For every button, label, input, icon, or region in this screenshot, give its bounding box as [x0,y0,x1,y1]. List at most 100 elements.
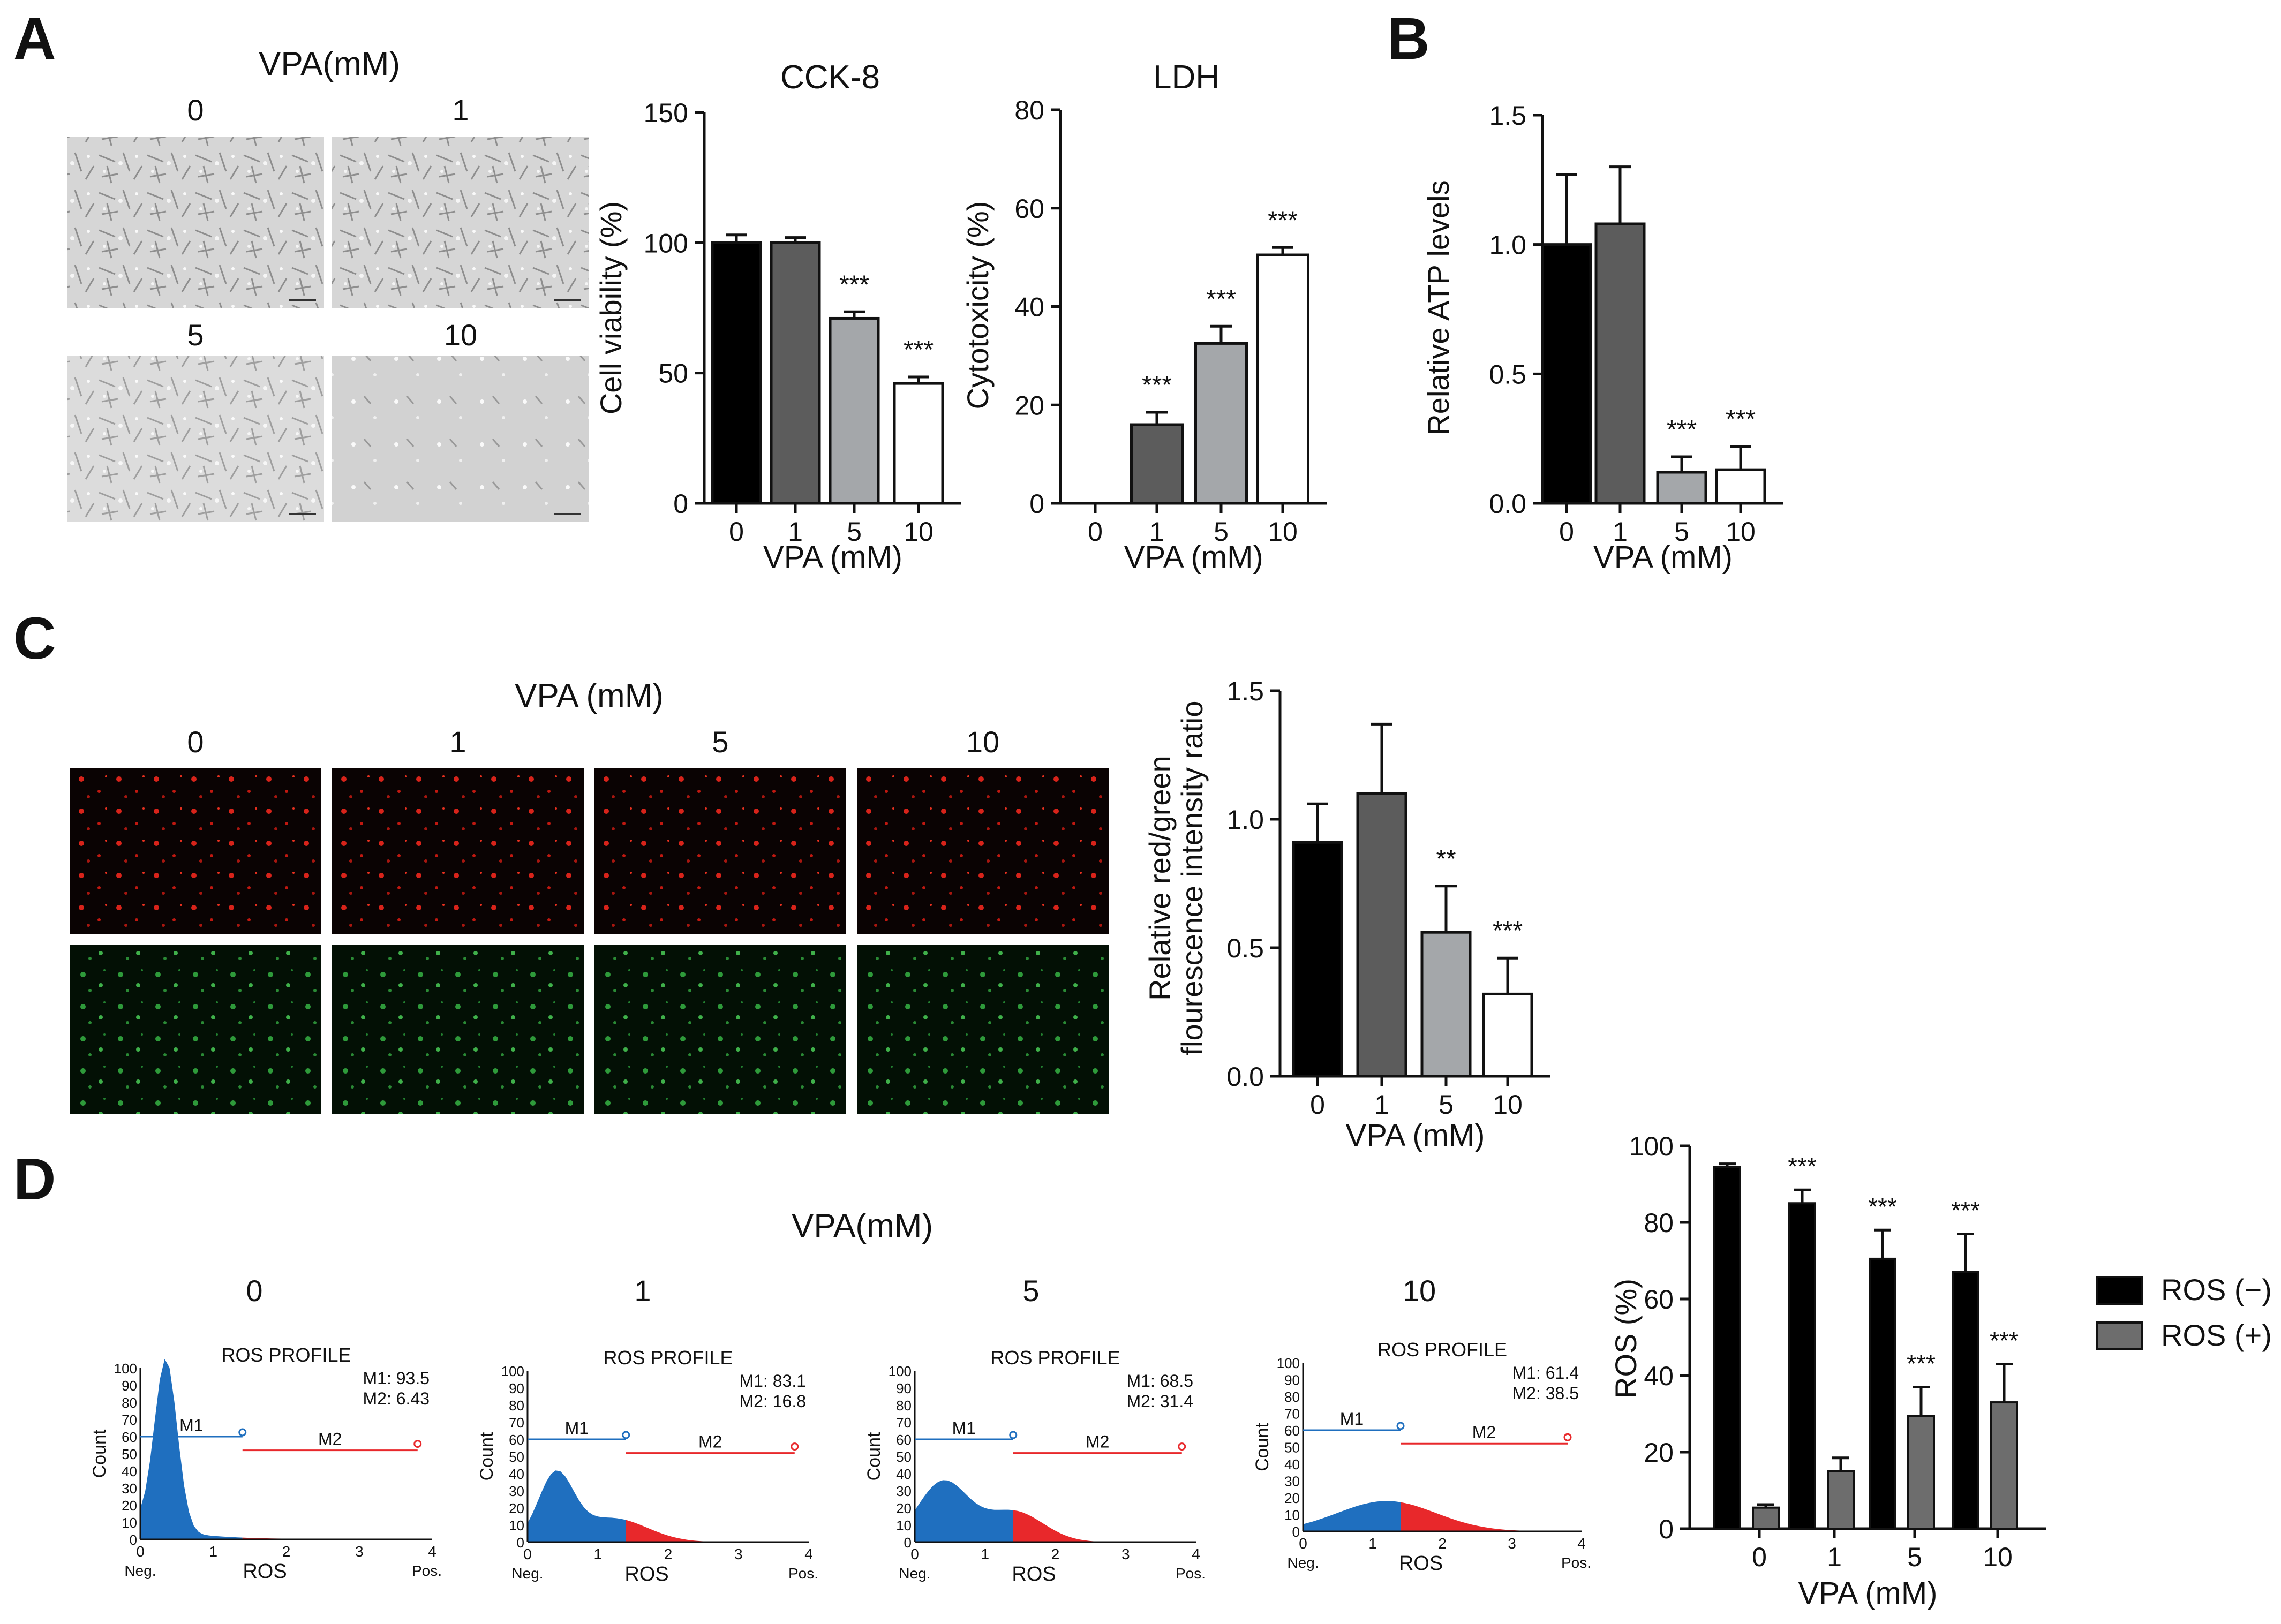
flow-y-tick-label: 80 [1284,1389,1300,1405]
flow-title: ROS PROFILE [1377,1339,1507,1361]
jc1-bar [1356,792,1407,1078]
fluor-red-5 [594,768,846,934]
flow-y-label: Count [864,1432,884,1481]
ldh-x-label: VPA (mM) [1124,540,1263,575]
flow-gate-m1-handle [1009,1431,1018,1439]
ldh-significance: *** [1142,371,1172,399]
micrograph-0-image [67,137,324,308]
ldh-bar [1256,253,1309,505]
micrograph-1-image [332,137,589,308]
ros-y-tick-label: 40 [1644,1361,1674,1391]
flow-m2-value: M2: 16.8 [739,1392,806,1411]
flow-title: ROS PROFILE [221,1344,351,1366]
flow-y-tick-label: 50 [509,1449,524,1465]
micrograph-5-image [67,356,324,522]
flow-y-tick-label: 20 [509,1500,524,1516]
ldh-y-label: Cytotoxicity (%) [961,201,995,410]
flow-y-tick-label: 0 [904,1535,912,1551]
flow-y-tick-label: 100 [501,1363,524,1379]
cck8-bar [711,241,762,505]
cck8-bar [770,241,821,505]
flow-gate-m2-handle [413,1440,422,1448]
flow-x-tick-label: 3 [1508,1535,1516,1552]
ros-significance: *** [1907,1349,1936,1377]
flow-y-tick-label: 30 [122,1481,137,1497]
atp-x-label: VPA (mM) [1593,540,1733,575]
ros-bar [1990,1401,2018,1530]
atp-x-tick-label: 5 [1674,517,1689,547]
micrograph-label-1: 1 [452,93,469,127]
flow-histogram-m1-fill [915,1480,1013,1542]
flow-x-label: ROS [624,1563,668,1585]
ldh-bar [1194,342,1248,505]
flow-y-tick-label: 70 [1284,1406,1300,1422]
atp-bar [1594,222,1646,505]
atp-bar [1656,471,1707,505]
flow-histogram-m2-fill [626,1520,809,1542]
ros-bar [1713,1166,1741,1530]
ros-y-tick-label: 20 [1644,1438,1674,1468]
cck8-y-tick-label: 100 [644,228,688,258]
jc1-x-tick-label: 1 [1374,1090,1389,1120]
ros-bar [1869,1257,1896,1530]
flow-y-tick-label: 80 [896,1398,912,1414]
ldh-x-tick-label: 1 [1149,517,1164,547]
ldh-y-tick-label: 80 [1014,95,1044,125]
flow-gate-m1-label: M1 [179,1416,203,1435]
flow-y-tick-label: 60 [122,1429,137,1445]
flow-neg-label: Neg. [1287,1554,1319,1571]
ldh-y-tick-label: 40 [1014,292,1044,322]
flow-y-tick-label: 0 [1292,1524,1300,1540]
flow-x-tick-label: 4 [1192,1546,1200,1562]
ros-legend-swatch [2096,1321,2143,1350]
flow-title: ROS PROFILE [603,1347,733,1369]
ldh-x-tick-label: 10 [1268,517,1298,547]
fluor-green-10 [857,945,1109,1114]
ros-significance: *** [1868,1192,1897,1220]
flow-y-tick-label: 50 [1284,1440,1300,1456]
flow-neg-label: Neg. [511,1565,543,1582]
flow-x-tick-label: 3 [734,1546,743,1562]
flow-pos-label: Pos. [1561,1554,1591,1571]
jc1-x-tick-label: 0 [1310,1090,1325,1120]
flow-pos-label: Pos. [788,1565,818,1582]
flow-pos-label: Pos. [412,1562,442,1579]
flow-y-tick-label: 90 [896,1380,912,1396]
ros-legend-label: ROS (+) [2161,1318,2272,1352]
micrograph-10-image [332,356,589,522]
flow-gate-m1-label: M1 [565,1418,589,1438]
flow-y-tick-label: 0 [130,1532,137,1548]
flow-gate-m1-handle [622,1431,630,1439]
flow-y-tick-label: 40 [122,1463,137,1479]
flow-neg-label: Neg. [899,1565,930,1582]
flow-x-tick-label: 4 [804,1546,813,1562]
flow-x-tick-label: 2 [1438,1535,1447,1552]
jc1-x-tick-label: 10 [1493,1090,1523,1120]
flow-title: ROS PROFILE [990,1347,1120,1369]
fluor-red-10 [857,768,1109,934]
jc1-y-tick-label: 0.5 [1226,933,1264,963]
flow-histogram-m1-fill [528,1470,626,1542]
atp-significance: *** [1667,416,1697,444]
ros-y-tick-label: 60 [1644,1285,1674,1315]
flow-x-label: ROS [243,1560,287,1583]
flow-gate-m1-handle [238,1428,247,1437]
flow-y-tick-label: 10 [896,1517,912,1534]
flow-neg-label: Neg. [124,1562,156,1579]
fluor-label-0: 0 [187,725,204,759]
flow-gate-m2-label: M2 [318,1430,342,1449]
ros-x-tick-label: 0 [1752,1542,1767,1572]
flow-y-tick-label: 80 [122,1395,137,1411]
panel-b-letter: B [1387,6,1429,72]
cck8-x-tick-label: 0 [729,517,744,547]
flow-x-tick-label: 1 [209,1543,217,1560]
fluor-label-10: 10 [966,725,999,759]
flow-m1-value: M1: 83.1 [739,1371,806,1391]
jc1-bar [1482,992,1533,1078]
micrograph-label-0: 0 [187,93,204,127]
flow-y-tick-label: 0 [517,1535,524,1551]
jc1-bar [1292,841,1343,1078]
flow-y-tick-label: 60 [896,1432,912,1448]
